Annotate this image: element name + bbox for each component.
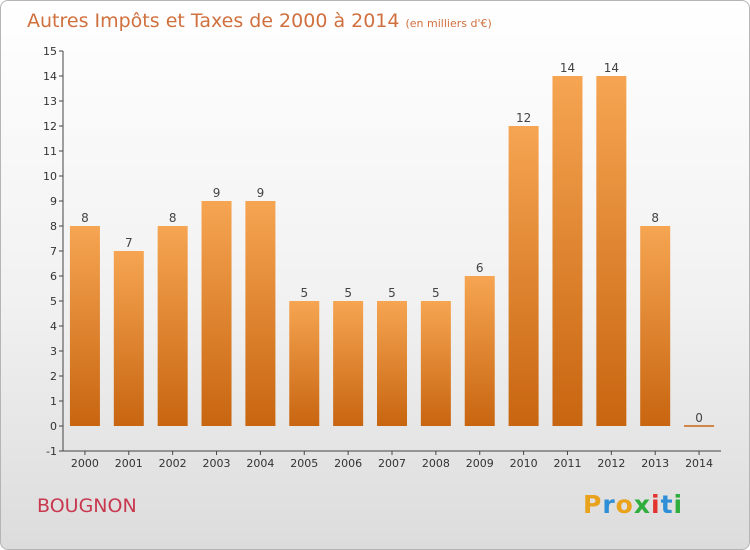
y-tick-label: 12 [43, 120, 57, 133]
y-tick-label: 7 [50, 245, 57, 258]
logo-letter: P [583, 490, 603, 519]
x-tick-label: 2001 [115, 457, 143, 470]
x-tick-label: 2014 [685, 457, 713, 470]
data-label-2003: 9 [213, 186, 221, 200]
commune-name: BOUGNON [37, 495, 137, 517]
logo-letter: r [602, 490, 616, 519]
y-tick-label: 8 [50, 220, 57, 233]
bar-2005 [289, 301, 320, 426]
y-tick-label: 10 [43, 170, 57, 183]
bar-2013 [640, 226, 671, 426]
y-tick-label: 4 [50, 320, 57, 333]
logo-letter: t [660, 490, 674, 519]
data-labels: 8 7 8 9 9 5 5 5 5 6 12 14 14 8 0 [81, 61, 703, 425]
x-tick-label: 2010 [510, 457, 538, 470]
data-label-2012: 14 [604, 61, 619, 75]
y-tick-label: -1 [46, 445, 57, 458]
logo-letter: i [673, 490, 684, 519]
bar-2006 [333, 301, 364, 426]
y-tick-label: 6 [50, 270, 57, 283]
y-tick-label: 5 [50, 295, 57, 308]
x-tick-label: 2000 [71, 457, 99, 470]
x-tick-label: 2005 [290, 457, 318, 470]
y-tick-label: 13 [43, 95, 57, 108]
bar-2010 [508, 126, 539, 426]
bar-2000 [69, 226, 100, 426]
x-tick-label: 2011 [553, 457, 581, 470]
y-tick-label: 11 [43, 145, 57, 158]
data-label-2014: 0 [695, 411, 703, 425]
y-tick-label: 14 [43, 70, 57, 83]
bar-2008 [420, 301, 451, 426]
bar-2001 [113, 251, 144, 426]
bar-2012 [596, 76, 627, 426]
bar-2002 [157, 226, 188, 426]
logo-letter: x [633, 490, 651, 519]
x-tick-label: 2003 [203, 457, 231, 470]
data-label-2009: 6 [476, 261, 484, 275]
data-label-2006: 5 [344, 286, 352, 300]
x-tick-label: 2006 [334, 457, 362, 470]
y-tick-label: 9 [50, 195, 57, 208]
x-tick-label: 2013 [641, 457, 669, 470]
y-tick-label: 15 [43, 45, 57, 58]
data-label-2002: 8 [169, 211, 177, 225]
x-axis: 2000 2001 2002 2003 2004 2005 2006 2007 2008 2009… [63, 450, 721, 470]
data-label-2010: 12 [516, 111, 531, 125]
data-label-2011: 14 [560, 61, 575, 75]
data-label-2001: 7 [125, 236, 133, 250]
logo-letter: o [615, 490, 634, 519]
y-tick-label: 1 [50, 395, 57, 408]
x-tick-label: 2002 [159, 457, 187, 470]
data-label-2000: 8 [81, 211, 89, 225]
chart-unit: (en milliers d'€) [405, 17, 492, 30]
bar-2007 [377, 301, 407, 426]
y-tick-label: 3 [50, 345, 57, 358]
data-label-2005: 5 [300, 286, 308, 300]
data-label-2007: 5 [388, 286, 396, 300]
bar-2009 [464, 276, 495, 426]
data-label-2013: 8 [651, 211, 659, 225]
data-label-2004: 9 [257, 186, 265, 200]
chart-title-text: Autres Impôts et Taxes de 2000 à 2014 [27, 10, 400, 32]
x-tick-label: 2004 [246, 457, 274, 470]
x-tick-label: 2009 [466, 457, 494, 470]
x-tick-label: 2012 [597, 457, 625, 470]
bar-2011 [552, 76, 583, 426]
bar-series [69, 76, 715, 427]
y-tick-label: 0 [50, 420, 57, 433]
y-tick-label: 2 [50, 370, 57, 383]
logo-letter: i [651, 490, 661, 519]
bar-2004 [245, 201, 276, 426]
x-tick-label: 2008 [422, 457, 450, 470]
chart-title: Autres Impôts et Taxes de 2000 à 2014 (en… [27, 10, 492, 32]
x-tick-label: 2007 [378, 457, 406, 470]
data-label-2008: 5 [432, 286, 440, 300]
bar-2003 [201, 201, 232, 426]
proxiti-logo: Proxiti [583, 490, 683, 519]
